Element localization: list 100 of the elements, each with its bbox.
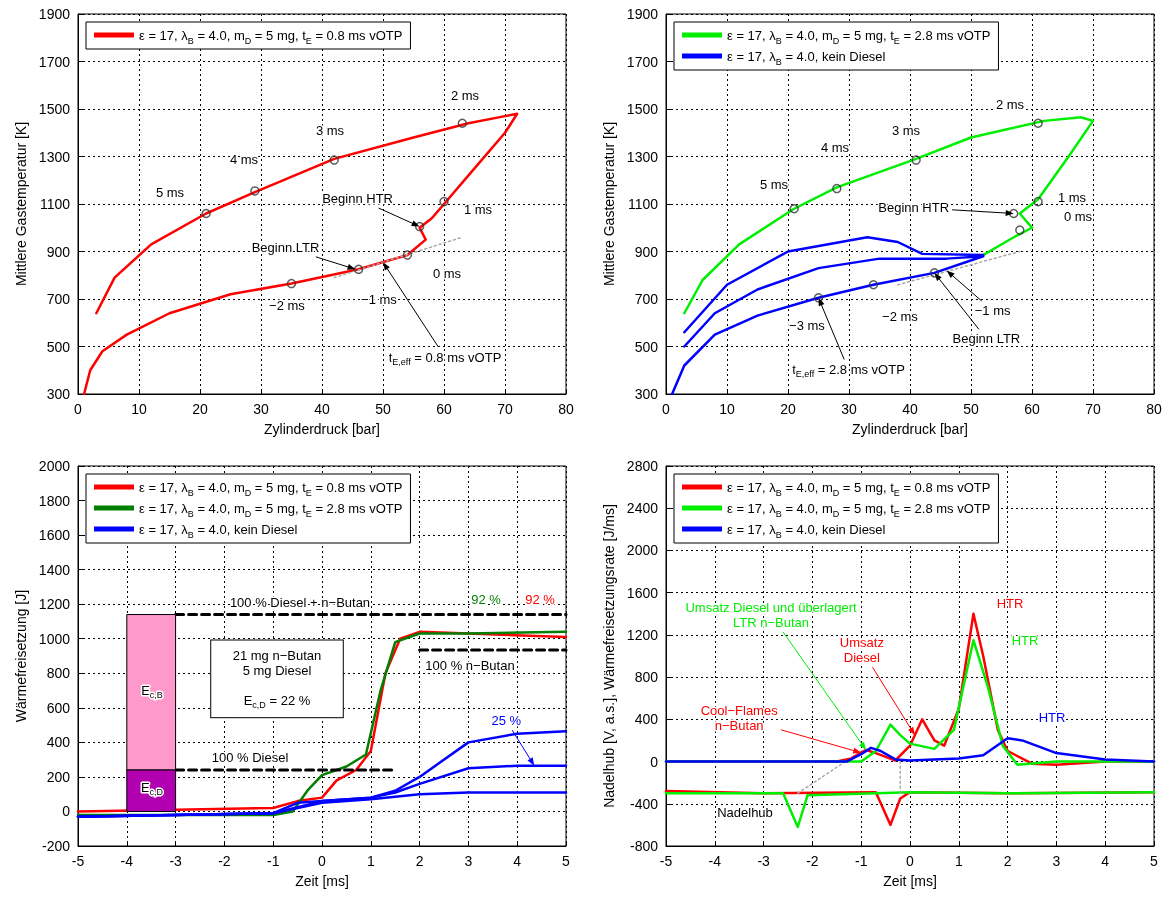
x-tick-label: -3 — [169, 853, 183, 869]
x-tick-label: 40 — [314, 401, 330, 417]
annotation: 0 ms — [432, 265, 462, 281]
x-tick-label: 30 — [841, 401, 857, 417]
x-tick-label: 10 — [719, 401, 735, 417]
annotation: 92 % — [471, 591, 502, 607]
annotation: 100 % Diesel + n−Butan — [229, 594, 371, 610]
x-tick-label: 70 — [497, 401, 513, 417]
x-tick-label: 20 — [780, 401, 796, 417]
y-tick-label: 1800 — [38, 492, 71, 509]
y-tick-label: 1000 — [38, 630, 71, 647]
x-tick-label: 80 — [1146, 401, 1162, 417]
annotation: 4 ms — [820, 139, 850, 155]
annotation: t$_{E,eff}$ = 0.8 ms vOTP — [388, 349, 502, 367]
x-tick-label: -4 — [120, 853, 134, 869]
y-tick-label: 1200 — [626, 626, 659, 643]
y-tick-label: 1400 — [38, 561, 71, 578]
x-tick-label: 5 — [562, 853, 571, 869]
x-tick-label: 70 — [1085, 401, 1101, 417]
annotation: −2 ms — [269, 297, 306, 313]
x-tick-label: 1 — [954, 853, 963, 869]
y-tick-label: 400 — [46, 734, 71, 751]
x-tick-label: -2 — [806, 853, 819, 869]
x-axis-title: Zylinderdruck [bar] — [264, 421, 380, 437]
annotation: Nadelhub — [717, 804, 773, 820]
annotation: Cool−Flames n−Butan — [700, 702, 779, 733]
annotation: 3 ms — [315, 122, 345, 138]
y-tick-label: 700 — [46, 291, 71, 307]
annotation: −3 ms — [789, 317, 826, 333]
annotation: Beginn LTR — [251, 239, 320, 255]
y-tick-label: 200 — [46, 768, 71, 785]
annotation: Beginn HTR — [322, 191, 394, 207]
y-tick-label: 400 — [634, 711, 659, 728]
y-tick-label: 1900 — [38, 6, 71, 22]
y-tick-label: 0 — [62, 803, 71, 820]
y-tick-label: 1100 — [627, 196, 659, 212]
annotation: Beginn HTR — [878, 200, 950, 215]
annotation: 4 ms — [229, 151, 259, 167]
y-axis-title: Mittlere Gastemperatur [K] — [600, 121, 617, 287]
annotation: 2 ms — [995, 96, 1025, 112]
x-tick-label: 0 — [74, 401, 83, 417]
annotation: 1 ms — [1057, 189, 1087, 205]
x-tick-label: 50 — [375, 401, 391, 417]
y-tick-label: -400 — [629, 795, 659, 812]
y-tick-label: 300 — [634, 386, 659, 402]
y-tick-label: 1900 — [626, 6, 659, 22]
y-axis-title: Nadelhub [V, a.s.], Wärmefreisetzungsrate [J/ms] — [600, 504, 617, 808]
y-tick-label: 1500 — [38, 101, 71, 117]
x-tick-label: 3 — [464, 853, 473, 869]
x-tick-label: -3 — [757, 853, 771, 869]
annotation: Umsatz Diesel — [839, 635, 884, 666]
annotation: 0 ms — [1063, 208, 1093, 224]
annotation: 92 % — [525, 591, 556, 607]
y-tick-label: 800 — [634, 669, 659, 686]
annotation: 2 ms — [450, 87, 480, 103]
x-tick-label: 60 — [1024, 401, 1040, 417]
y-axis-title: Wärmefreisetzung [J] — [12, 589, 29, 723]
y-tick-label: -800 — [629, 838, 659, 854]
x-tick-label: 10 — [131, 401, 147, 417]
annotation: 100 % n−Butan — [425, 657, 515, 673]
x-tick-label: -2 — [218, 853, 231, 869]
x-axis-title: Zeit [ms] — [883, 873, 937, 889]
y-tick-label: 2000 — [626, 542, 659, 559]
y-tick-label: 900 — [46, 243, 71, 260]
annotation: 5 ms — [155, 184, 185, 200]
annotation: 100 % Diesel — [211, 749, 289, 765]
x-tick-label: 3 — [1052, 853, 1061, 869]
x-tick-label: -5 — [71, 853, 85, 869]
y-tick-label: 1700 — [626, 53, 659, 70]
x-tick-label: 80 — [558, 401, 574, 417]
annotation: Beginn LTR — [952, 331, 1021, 347]
x-tick-label: 2 — [415, 853, 424, 869]
annotation: −1 ms — [361, 291, 398, 307]
annotation: E$_{c,D}$ — [140, 779, 164, 797]
x-tick-label: 50 — [963, 401, 979, 417]
annotation: HTR — [1011, 632, 1039, 648]
x-tick-label: 0 — [318, 853, 327, 869]
y-tick-label: 700 — [634, 291, 659, 307]
y-tick-label: 500 — [46, 338, 71, 355]
x-tick-label: 4 — [513, 853, 522, 869]
y-tick-label: 1300 — [38, 148, 71, 165]
annotation: 5 ms — [759, 176, 789, 192]
annotation: 25 % — [491, 713, 522, 729]
x-axis-title: Zeit [ms] — [295, 873, 349, 889]
y-tick-label: 2000 — [38, 458, 71, 474]
y-tick-label: 800 — [46, 665, 71, 682]
y-tick-label: -200 — [41, 838, 71, 854]
y-tick-label: 1600 — [38, 527, 71, 544]
x-tick-label: 0 — [662, 401, 671, 417]
y-tick-label: 1300 — [626, 148, 659, 165]
x-tick-label: 0 — [906, 853, 915, 869]
annotation: E$_{c,B}$ — [141, 682, 163, 700]
x-tick-label: -5 — [659, 853, 673, 869]
y-tick-label: 2800 — [626, 458, 659, 474]
x-tick-label: -1 — [854, 853, 868, 869]
annotation: Umsatz Diesel und überlagert LTR n−Butan — [685, 599, 858, 630]
y-tick-label: 1100 — [39, 196, 71, 212]
y-tick-label: 600 — [46, 699, 71, 716]
y-tick-label: 1200 — [38, 596, 71, 613]
x-tick-label: 30 — [253, 401, 269, 417]
